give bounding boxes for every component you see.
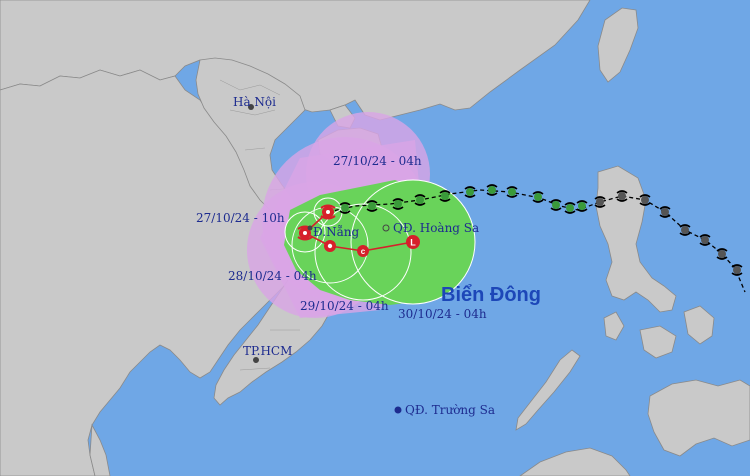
typhoon-icon	[639, 194, 651, 206]
hanoi-dot	[248, 104, 254, 110]
typhoon-icon	[731, 264, 743, 276]
time-label-2: 27/10/24 - 10h	[196, 211, 285, 225]
depression-forecast-icon	[324, 240, 336, 252]
typhoon-icon	[439, 190, 451, 202]
land-visayas-2	[639, 325, 677, 359]
typhoon-icon	[339, 202, 351, 214]
typhoon-icon	[699, 234, 711, 246]
hoang-sa-dot	[382, 224, 390, 232]
danang-dot	[307, 225, 313, 231]
low-pressure-letter-c: c	[361, 247, 366, 256]
time-label-3: 28/10/24 - 04h	[228, 269, 317, 283]
land-palawan	[515, 349, 581, 431]
typhoon-icon	[564, 202, 576, 214]
past-positions	[339, 184, 743, 276]
typhoon-icon	[550, 199, 562, 211]
typhoon-icon	[366, 200, 378, 212]
label-hanoi: Hà Nội	[233, 95, 276, 109]
label-truong-sa: QĐ. Trường Sa	[405, 403, 495, 417]
typhoon-icon	[532, 191, 544, 203]
typhoon-icon	[594, 196, 606, 208]
time-label-4: 29/10/24 - 04h	[300, 299, 389, 313]
land-visayas-1	[603, 311, 625, 341]
low-pressure-forecast-icon: L	[406, 235, 420, 249]
hcm-dot	[253, 357, 259, 363]
typhoon-icon	[576, 200, 588, 212]
land-visayas-3	[683, 305, 715, 345]
typhoon-icon	[392, 198, 404, 210]
low-pressure-letter: L	[410, 238, 416, 248]
storm-current-position-icon	[320, 204, 336, 220]
label-hcm: TP.HCM	[243, 344, 292, 358]
land-malaysia	[89, 423, 111, 476]
typhoon-icon	[414, 194, 426, 206]
land-luzon	[595, 165, 677, 313]
land-mindanao	[647, 379, 750, 457]
land-vietnam	[195, 57, 339, 406]
time-label-5: 30/10/24 - 04h	[398, 307, 487, 321]
land-taiwan	[597, 7, 639, 83]
time-label-1: 27/10/24 - 04h	[333, 154, 422, 168]
land-borneo	[519, 447, 631, 476]
typhoon-icon	[679, 224, 691, 236]
truong-sa-dot	[394, 406, 402, 414]
typhoon-icon	[506, 186, 518, 198]
typhoon-icon	[659, 206, 671, 218]
typhoon-icon	[486, 184, 498, 196]
typhoon-icon	[716, 248, 728, 260]
label-bien-dong: Biển Đông	[441, 284, 541, 306]
low-pressure-forecast-icon-c: c	[357, 245, 369, 257]
label-danang: Đ.Nẵng	[313, 224, 359, 239]
city-markers	[248, 104, 402, 414]
typhoon-icon	[616, 190, 628, 202]
typhoon-icon	[464, 186, 476, 198]
label-hoang-sa: QĐ. Hoàng Sa	[393, 221, 479, 235]
